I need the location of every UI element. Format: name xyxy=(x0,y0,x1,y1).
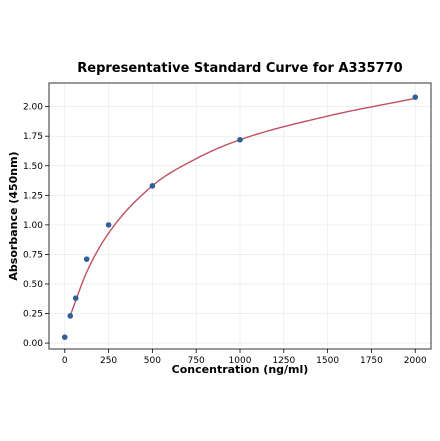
y-tick-label: 1.50 xyxy=(23,162,43,172)
data-point xyxy=(83,256,90,262)
tick-labels: 0 250 500 750 1000 1250 1500 1750 2000 0.00 0.25 0.… xyxy=(23,103,427,366)
data-point xyxy=(72,295,79,301)
fit-curve-line xyxy=(69,97,416,317)
data-point xyxy=(61,334,68,340)
y-tick-label: 0.00 xyxy=(23,339,43,349)
data-point xyxy=(67,313,74,319)
x-tick-label: 1750 xyxy=(360,356,383,366)
data-point xyxy=(105,222,112,228)
x-tick-label: 2000 xyxy=(404,356,427,366)
y-tick-label: 1.00 xyxy=(23,221,43,231)
y-axis-label: Absorbance (450nm) xyxy=(7,151,20,280)
data-point xyxy=(412,94,419,100)
x-tick-label: 1000 xyxy=(229,356,252,366)
y-tick-label: 0.75 xyxy=(23,250,43,260)
data-point xyxy=(237,136,243,143)
data-points xyxy=(61,94,419,340)
y-tick-label: 0.25 xyxy=(23,310,43,320)
x-axis-label: Concentration (ng/ml) xyxy=(172,363,309,376)
y-tick-label: 2.00 xyxy=(23,103,43,113)
x-tick-label: 250 xyxy=(100,356,117,366)
y-tick-label: 0.50 xyxy=(23,280,43,290)
y-tick-label: 1.75 xyxy=(23,132,43,142)
x-tick-label: 1500 xyxy=(316,356,339,366)
x-tick-label: 1250 xyxy=(272,356,295,366)
fit-curve xyxy=(69,97,416,317)
x-tick-label: 0 xyxy=(62,356,68,366)
grid-lines xyxy=(49,83,431,349)
x-tick-label: 500 xyxy=(144,356,161,366)
y-tick-label: 1.25 xyxy=(23,191,43,201)
chart-title: Representative Standard Curve for A33577… xyxy=(77,61,402,76)
axes xyxy=(45,82,432,353)
x-tick-label: 750 xyxy=(188,356,205,366)
data-point xyxy=(149,183,156,189)
